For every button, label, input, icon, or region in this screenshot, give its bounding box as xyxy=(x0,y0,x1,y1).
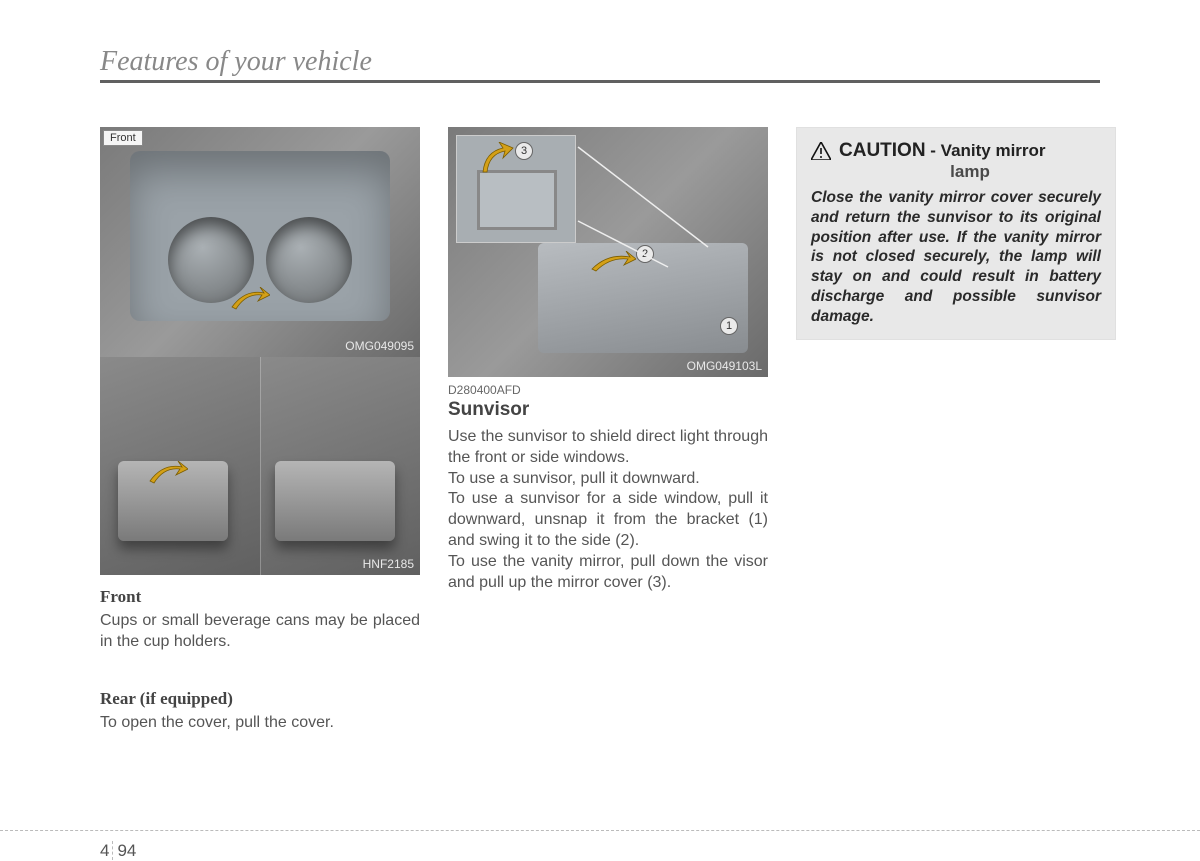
front-heading: Front xyxy=(100,587,420,607)
mirror-frame xyxy=(477,170,557,230)
arrow-icon xyxy=(590,251,636,275)
callout-2: 2 xyxy=(636,245,654,263)
page-title: Features of your vehicle xyxy=(100,46,1100,78)
rear-right-illustration xyxy=(260,357,421,575)
caution-header: CAUTION - Vanity mirror lamp xyxy=(811,140,1101,182)
page-footer: 494 xyxy=(0,830,1200,831)
arrow-icon xyxy=(148,461,188,487)
caution-word: CAUTION xyxy=(839,140,926,161)
figure-cupholder-front: Front OMG049095 xyxy=(100,127,420,357)
warning-icon xyxy=(811,142,831,160)
sunvisor-p2: To use a sunvisor, pull it downward. xyxy=(448,469,768,490)
callout-3: 3 xyxy=(515,142,533,160)
figure-label-front: Front xyxy=(103,130,143,146)
arrow-icon xyxy=(479,142,515,176)
figure-cupholder-rear: Rear HNF2185 xyxy=(100,357,420,575)
callout-1: 1 xyxy=(720,317,738,335)
sunvisor-inset: 3 xyxy=(456,135,576,243)
reference-code: D280400AFD xyxy=(448,383,768,397)
caution-subtitle-l2: lamp xyxy=(839,162,1101,182)
sunvisor-p4: To use the vanity mirror, pull down the … xyxy=(448,552,768,594)
caution-box: CAUTION - Vanity mirror lamp Close the v… xyxy=(796,127,1116,340)
caution-title: CAUTION - Vanity mirror lamp xyxy=(839,140,1101,182)
rear-split xyxy=(100,357,420,575)
chapter-number: 4 xyxy=(100,841,109,860)
sunvisor-p3: To use a sunvisor for a side window, pul… xyxy=(448,489,768,551)
sunvisor-p1: Use the sunvisor to shield direct light … xyxy=(448,427,768,469)
column-right: CAUTION - Vanity mirror lamp Close the v… xyxy=(796,127,1116,733)
cup-right xyxy=(266,217,352,303)
figure-sunvisor: 3 2 1 OMG049103L xyxy=(448,127,768,377)
column-middle: 3 2 1 OMG049103L D280400AFD Sunvisor Use… xyxy=(448,127,768,733)
caution-subtitle-l1: - Vanity mirror xyxy=(926,141,1046,160)
caution-body: Close the vanity mirror cover securely a… xyxy=(811,188,1101,327)
figure-code: HNF2185 xyxy=(363,557,414,571)
figure-code: OMG049103L xyxy=(687,359,762,373)
content-columns: Front OMG049095 Rear xyxy=(100,127,1100,733)
rear-left-illustration xyxy=(100,357,260,575)
front-text: Cups or small beverage cans may be place… xyxy=(100,611,420,653)
figure-code: OMG049095 xyxy=(345,339,414,353)
rear-text: To open the cover, pull the cover. xyxy=(100,713,420,734)
page-number-value: 94 xyxy=(112,841,136,860)
armrest-open xyxy=(275,461,395,541)
title-rule xyxy=(100,80,1100,83)
page-number: 494 xyxy=(100,841,139,861)
column-left: Front OMG049095 Rear xyxy=(100,127,420,733)
arrow-icon xyxy=(230,287,270,313)
sunvisor-heading: Sunvisor xyxy=(448,399,768,421)
rear-heading: Rear (if equipped) xyxy=(100,689,420,709)
